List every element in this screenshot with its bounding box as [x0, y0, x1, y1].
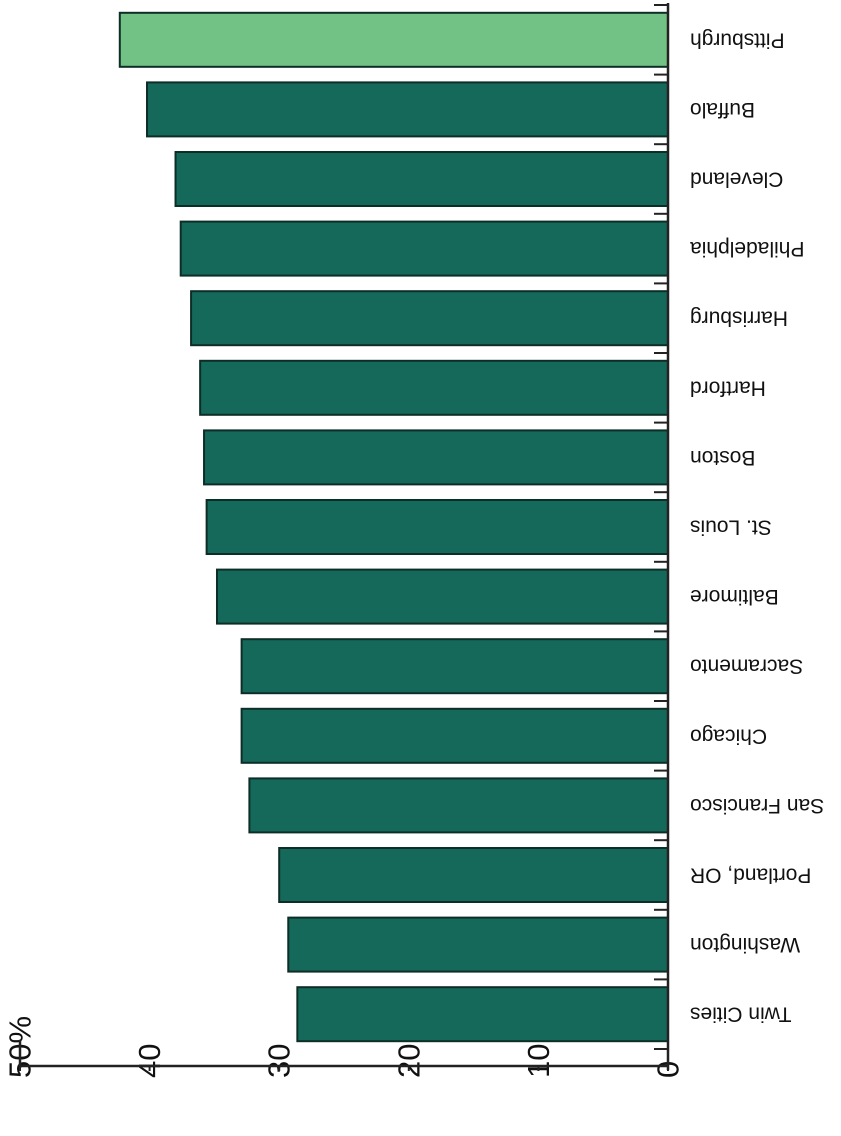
x-tick-label: 30 — [262, 1044, 297, 1078]
bar — [118, 11, 670, 68]
category-label: Baltimore — [690, 585, 779, 608]
category-label: San Francisco — [690, 794, 824, 817]
x-tick-label: 20 — [391, 1044, 426, 1078]
bar — [287, 916, 669, 973]
category-label: Philadelphia — [690, 237, 805, 260]
category-label: Pittsburgh — [690, 28, 785, 51]
category-label: Cleveland — [690, 168, 783, 191]
category-label: Boston — [690, 446, 755, 469]
category-label: Portland, OR — [690, 864, 811, 887]
category-label: Buffalo — [690, 98, 755, 121]
bar — [248, 777, 669, 834]
bar — [278, 847, 669, 903]
bar — [296, 986, 669, 1043]
bar — [146, 81, 669, 138]
bar — [179, 220, 669, 277]
category-label: Harrisburg — [690, 307, 788, 330]
bars — [118, 11, 670, 1043]
category-label: St. Louis — [690, 516, 772, 539]
category-label: Hartford — [690, 376, 766, 399]
x-tick-label: 40 — [132, 1044, 167, 1078]
bar — [203, 429, 669, 486]
x-tick-label: 10 — [521, 1044, 556, 1078]
category-label: Chicago — [690, 724, 767, 747]
bar — [240, 638, 669, 695]
bar — [174, 151, 670, 207]
bar — [240, 707, 669, 764]
bar — [190, 290, 670, 347]
category-axis — [18, 3, 670, 1070]
category-label: Washington — [690, 933, 800, 956]
category-label: Twin Cities — [690, 1003, 792, 1026]
bar — [199, 359, 669, 416]
bar — [205, 499, 669, 555]
bar — [215, 568, 669, 625]
category-label: Sacramento — [690, 655, 803, 678]
category-labels: Pittsburgh Buffalo Cleveland Philadelphia Ha… — [690, 28, 825, 1025]
